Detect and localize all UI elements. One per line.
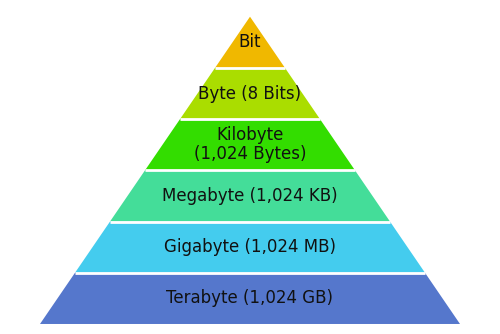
- Text: Terabyte (1,024 GB): Terabyte (1,024 GB): [166, 289, 334, 307]
- Text: Gigabyte (1,024 MB): Gigabyte (1,024 MB): [164, 238, 336, 256]
- Text: (1,024 Bytes): (1,024 Bytes): [194, 145, 306, 163]
- Polygon shape: [145, 119, 355, 170]
- Polygon shape: [215, 17, 285, 68]
- Text: Byte (8 Bits): Byte (8 Bits): [198, 85, 302, 103]
- Text: Bit: Bit: [239, 33, 261, 51]
- Polygon shape: [75, 221, 425, 273]
- Polygon shape: [40, 273, 460, 324]
- Text: Kilobyte: Kilobyte: [216, 126, 284, 144]
- Polygon shape: [180, 68, 320, 119]
- Text: Megabyte (1,024 KB): Megabyte (1,024 KB): [162, 187, 338, 205]
- Polygon shape: [110, 170, 390, 221]
